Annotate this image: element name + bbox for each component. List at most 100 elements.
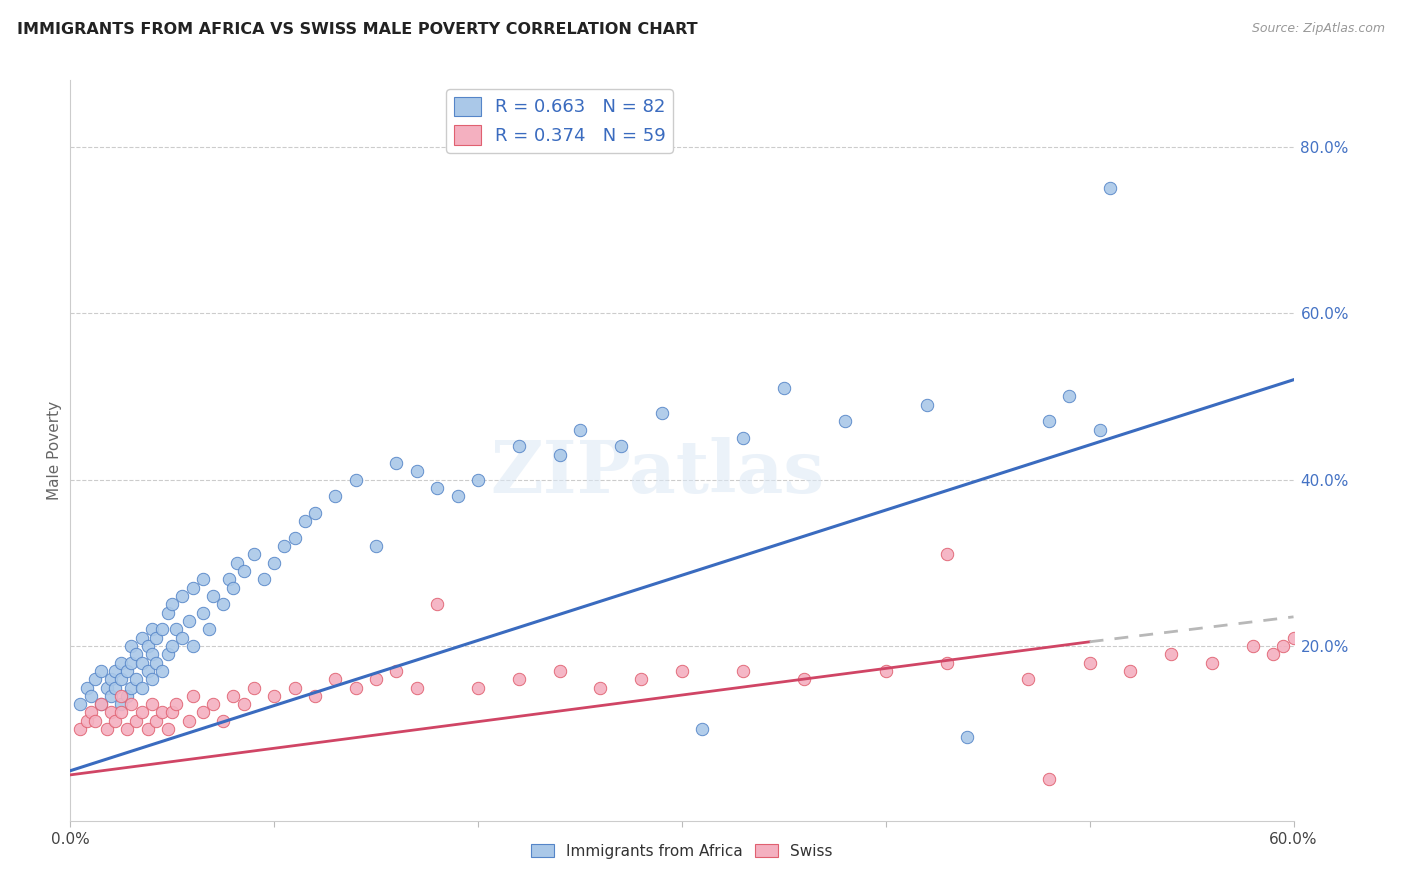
Point	[467, 473, 489, 487]
Point	[284, 681, 307, 695]
Point	[263, 689, 285, 703]
Point	[110, 697, 132, 711]
Point	[426, 481, 449, 495]
Y-axis label: Male Poverty: Male Poverty	[46, 401, 62, 500]
Point	[548, 664, 571, 678]
Point	[141, 623, 163, 637]
Point	[131, 706, 153, 720]
Point	[141, 647, 163, 661]
Point	[104, 681, 127, 695]
Point	[83, 672, 105, 686]
Point	[145, 631, 167, 645]
Point	[83, 714, 105, 728]
Point	[181, 639, 204, 653]
Point	[136, 722, 159, 736]
Point	[145, 656, 167, 670]
Point	[936, 656, 959, 670]
Point	[117, 722, 139, 736]
Point	[406, 681, 429, 695]
Point	[162, 706, 183, 720]
Point	[1272, 639, 1295, 653]
Point	[150, 664, 173, 678]
Point	[1282, 631, 1305, 645]
Point	[131, 681, 153, 695]
Point	[212, 714, 235, 728]
Point	[121, 697, 143, 711]
Point	[121, 639, 143, 653]
Point	[1160, 647, 1182, 661]
Point	[117, 664, 139, 678]
Point	[124, 714, 146, 728]
Point	[875, 664, 897, 678]
Point	[671, 664, 693, 678]
Point	[344, 473, 367, 487]
Point	[136, 664, 159, 678]
Point	[1119, 664, 1142, 678]
Point	[157, 647, 180, 661]
Point	[1038, 414, 1060, 428]
Point	[232, 697, 254, 711]
Point	[936, 548, 959, 562]
Point	[304, 506, 326, 520]
Point	[177, 714, 200, 728]
Point	[121, 681, 143, 695]
Point	[222, 581, 245, 595]
Point	[136, 639, 159, 653]
Point	[793, 672, 815, 686]
Point	[366, 672, 388, 686]
Point	[110, 706, 132, 720]
Point	[145, 714, 167, 728]
Point	[150, 706, 173, 720]
Point	[141, 672, 163, 686]
Point	[191, 573, 214, 587]
Point	[733, 664, 755, 678]
Point	[121, 656, 143, 670]
Point	[733, 431, 755, 445]
Point	[191, 606, 214, 620]
Point	[131, 656, 153, 670]
Point	[366, 539, 388, 553]
Point	[191, 706, 214, 720]
Point	[218, 573, 240, 587]
Point	[508, 672, 530, 686]
Point	[1201, 656, 1223, 670]
Point	[181, 581, 204, 595]
Point	[232, 564, 254, 578]
Text: Source: ZipAtlas.com: Source: ZipAtlas.com	[1251, 22, 1385, 36]
Point	[323, 489, 347, 503]
Point	[447, 489, 470, 503]
Text: IMMIGRANTS FROM AFRICA VS SWISS MALE POVERTY CORRELATION CHART: IMMIGRANTS FROM AFRICA VS SWISS MALE POV…	[17, 22, 697, 37]
Point	[222, 689, 245, 703]
Point	[69, 697, 91, 711]
Point	[90, 697, 112, 711]
Point	[110, 689, 132, 703]
Point	[162, 598, 183, 612]
Point	[344, 681, 367, 695]
Point	[181, 689, 204, 703]
Point	[1018, 672, 1040, 686]
Point	[1088, 423, 1111, 437]
Point	[650, 406, 672, 420]
Point	[1261, 647, 1284, 661]
Point	[568, 423, 592, 437]
Point	[124, 672, 146, 686]
Point	[79, 706, 103, 720]
Point	[172, 631, 194, 645]
Point	[100, 706, 122, 720]
Point	[165, 697, 187, 711]
Point	[1241, 639, 1264, 653]
Point	[294, 514, 316, 528]
Point	[90, 697, 112, 711]
Point	[202, 589, 225, 603]
Point	[284, 531, 307, 545]
Point	[172, 589, 194, 603]
Point	[104, 664, 127, 678]
Point	[253, 573, 276, 587]
Point	[117, 689, 139, 703]
Point	[162, 639, 183, 653]
Point	[1057, 389, 1080, 403]
Point	[956, 731, 979, 745]
Point	[773, 381, 796, 395]
Point	[79, 689, 103, 703]
Point	[243, 548, 266, 562]
